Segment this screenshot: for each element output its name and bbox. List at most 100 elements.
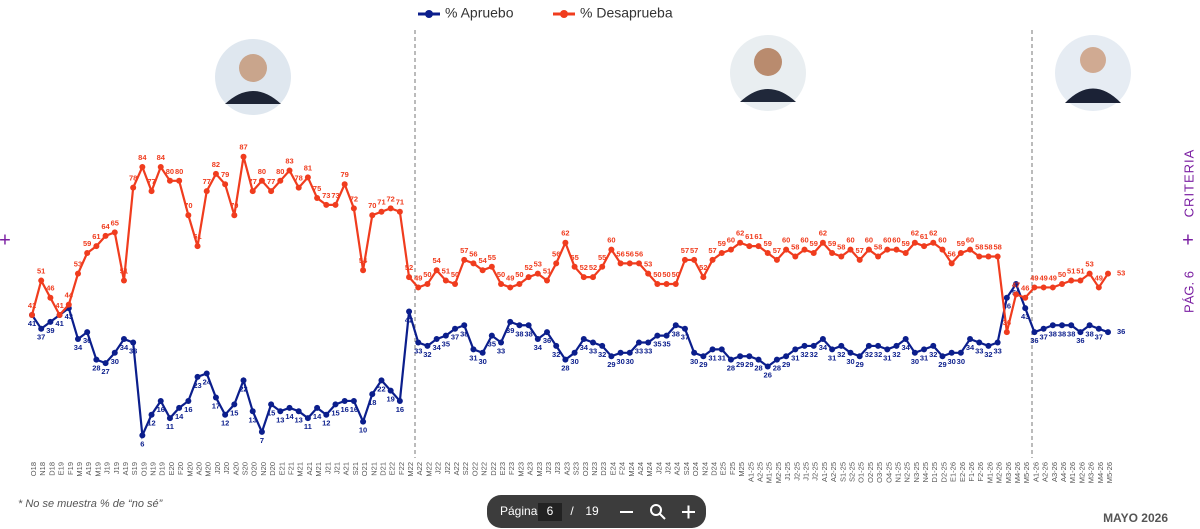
point: [727, 356, 734, 363]
x-tick-label: M4-26: [1013, 462, 1022, 483]
point: [203, 188, 210, 195]
point: [911, 349, 918, 356]
point: [709, 256, 716, 263]
x-tick-label: N24: [700, 462, 709, 476]
line: [30, 156, 1109, 333]
point: [553, 260, 560, 267]
x-tick-label: E19: [57, 462, 66, 475]
point: [654, 281, 661, 287]
x-tick-label: F24: [618, 462, 627, 475]
point: [755, 356, 762, 363]
point: [773, 256, 780, 263]
point: [488, 332, 495, 339]
point: [544, 277, 551, 284]
value-label: 35: [653, 340, 661, 349]
point: [111, 349, 118, 356]
value-label: 38: [460, 329, 468, 338]
value-label: 72: [350, 194, 358, 203]
value-label: 52: [405, 263, 413, 272]
value-label: 49: [1049, 273, 1057, 282]
point: [332, 201, 339, 208]
point: [985, 253, 992, 260]
value-label: 38: [1085, 329, 1093, 338]
point: [1105, 270, 1111, 277]
value-label: 38: [515, 329, 523, 338]
point: [47, 318, 54, 325]
value-label: 60: [800, 236, 808, 245]
value-label: 73: [322, 191, 330, 200]
value-label: 34: [74, 343, 83, 352]
x-tick-label: S1-25: [838, 462, 847, 482]
value-label: 33: [975, 346, 983, 355]
point: [176, 404, 183, 411]
point: [773, 356, 780, 363]
value-label: 12: [322, 419, 330, 428]
page-input[interactable]: [538, 503, 562, 521]
value-label: 58: [975, 242, 983, 251]
value-label: 72: [386, 194, 394, 203]
value-label: 51: [1076, 267, 1084, 276]
point: [1013, 281, 1020, 287]
point: [718, 346, 725, 353]
x-tick-label: F2-26: [976, 462, 985, 482]
point: [626, 260, 633, 267]
point: [534, 336, 541, 343]
x-tick-label: D21: [378, 462, 387, 476]
value-label: 52: [580, 263, 588, 272]
x-tick-label: A21: [342, 462, 351, 475]
value-label: 30: [911, 357, 919, 366]
point: [589, 339, 596, 346]
point: [783, 353, 790, 360]
x-tick-label: N22: [480, 462, 489, 476]
value-label: 35: [442, 340, 450, 349]
point: [240, 153, 247, 160]
zoom-search[interactable]: [650, 504, 662, 516]
value-label: 50: [423, 270, 431, 279]
x-tick-label: N18: [38, 462, 47, 476]
zoom-in[interactable]: [682, 505, 695, 519]
value-label: 13: [249, 415, 257, 424]
x-tick-label: M5-26: [1022, 462, 1031, 483]
value-label: 32: [984, 350, 992, 359]
point: [516, 281, 523, 287]
point: [378, 208, 385, 215]
point: [893, 342, 900, 349]
value-label: 28: [561, 364, 569, 373]
x-tick-label: F20: [176, 462, 185, 475]
value-label: 51: [120, 267, 128, 276]
value-label: 27: [101, 367, 109, 376]
point: [654, 332, 661, 339]
point: [498, 339, 505, 346]
point: [718, 250, 725, 257]
x-tick-label: D23: [599, 462, 608, 476]
footnote: * No se muestra % de “no sé”: [18, 498, 164, 510]
point: [93, 356, 100, 363]
x-tick-label: J24: [654, 462, 663, 474]
point: [1003, 329, 1010, 336]
x-tick-label: D22: [489, 462, 498, 476]
value-label: 19: [386, 395, 394, 404]
point: [645, 339, 652, 346]
point: [415, 284, 422, 291]
point: [1022, 294, 1029, 301]
x-tick-label: F19: [66, 462, 75, 475]
point: [700, 353, 707, 360]
x-tick-label: A3-26: [1050, 462, 1059, 482]
point: [838, 253, 845, 260]
point: [1022, 305, 1029, 312]
x-tick-label: J20: [222, 462, 231, 474]
value-label: 49: [1030, 273, 1038, 282]
point: [1059, 281, 1066, 287]
value-label: 38: [672, 329, 680, 338]
value-label: 39: [46, 326, 54, 335]
value-label: 55: [598, 253, 606, 262]
point: [38, 325, 45, 332]
point: [406, 308, 413, 315]
value-label: 33: [635, 346, 643, 355]
point: [130, 339, 137, 346]
value-label: 58: [874, 242, 882, 251]
value-label: 30: [957, 357, 965, 366]
x-tick-label: O3-25: [875, 462, 884, 483]
x-tick-label: M2-25: [774, 462, 783, 483]
point: [737, 239, 744, 246]
